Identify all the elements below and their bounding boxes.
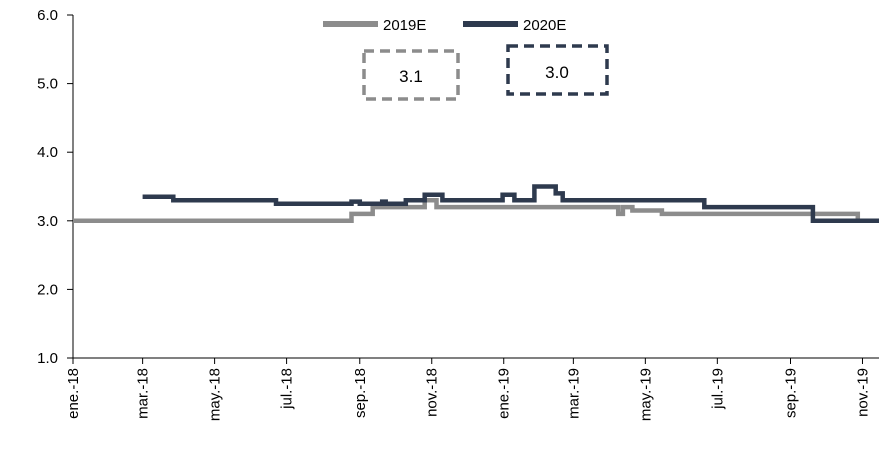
x-tick-label: nov.-18: [424, 368, 441, 417]
chart-axes: [72, 15, 879, 359]
x-tick-label: may.-18: [207, 368, 224, 421]
x-tick-label: may.-19: [637, 368, 654, 421]
value-box-2019e-label: 3.1: [399, 67, 423, 86]
x-tick-label: ene.-18: [65, 368, 82, 419]
x-tick-label: jul.-18: [279, 368, 296, 410]
y-tick-label: 4.0: [37, 144, 58, 161]
y-tick-label: 5.0: [37, 76, 58, 93]
series-line-2019e: [73, 197, 879, 224]
x-axis-ticks: ene.-18 mar.-18 may.-18 jul.-18 sep.-18 nov.-…: [65, 358, 871, 421]
value-boxes: 3.1 3.0: [362, 44, 609, 101]
x-tick-label: jul.-19: [709, 368, 726, 410]
legend-label-2019e: 2019E: [383, 17, 426, 34]
y-axis-ticks: 1.0 2.0 3.0 4.0 5.0 6.0: [37, 7, 73, 367]
y-tick-label: 1.0: [37, 350, 58, 367]
x-tick-label: sep.-19: [782, 368, 799, 418]
value-box-2020e: [506, 44, 609, 96]
x-tick-label: mar.-19: [565, 368, 582, 419]
x-tick-label: sep.-18: [352, 368, 369, 418]
y-tick-label: 6.0: [37, 7, 58, 24]
x-tick-label: ene.-19: [496, 368, 513, 419]
series-lines: [73, 184, 879, 224]
x-tick-label: mar.-18: [135, 368, 152, 419]
series-line-2020e: [142, 184, 879, 224]
value-box-2020e-label: 3.0: [545, 63, 569, 82]
value-box-2019e: [362, 49, 460, 101]
y-tick-label: 2.0: [37, 281, 58, 298]
x-tick-label: nov.-19: [854, 368, 871, 417]
legend: 2019E 2020E: [323, 17, 566, 34]
y-tick-label: 3.0: [37, 213, 58, 230]
legend-label-2020e: 2020E: [523, 17, 566, 34]
